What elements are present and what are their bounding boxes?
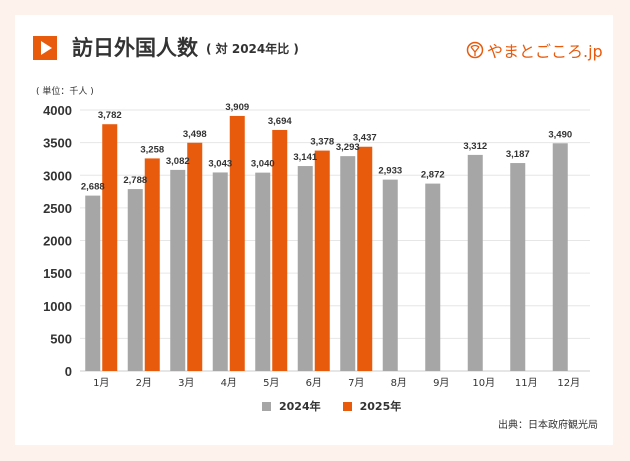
- x-tick-label: 2月: [136, 377, 152, 389]
- x-tick-label: 4月: [221, 377, 237, 389]
- bar-2024年: [127, 189, 143, 371]
- unit-label: ( 単位：千人 ): [36, 87, 94, 97]
- bar-2024年: [255, 172, 271, 371]
- y-tick-label: 2500: [43, 201, 72, 216]
- bar-2024年: [425, 183, 441, 371]
- data-label: 2,688: [81, 182, 105, 193]
- y-tick-label: 0: [65, 364, 72, 379]
- y-tick-label: 3500: [43, 136, 72, 151]
- data-label: 3,378: [310, 137, 334, 148]
- legend-item-2025: 2025年: [342, 398, 401, 414]
- bar-2024年: [297, 166, 313, 371]
- bar-2025年: [229, 115, 245, 372]
- data-label: 3,437: [353, 133, 377, 144]
- data-label: 3,141: [293, 152, 317, 163]
- x-tick-label: 5月: [263, 377, 279, 389]
- y-tick-label: 4000: [43, 103, 72, 118]
- data-label: 3,040: [251, 159, 275, 170]
- play-icon: [33, 36, 57, 60]
- bar-2025年: [144, 158, 160, 371]
- x-tick-label: 7月: [348, 377, 364, 389]
- chart-title: 訪日外国人数: [72, 36, 198, 60]
- data-label: 3,187: [506, 149, 530, 160]
- bar-2024年: [467, 154, 483, 371]
- x-tick-label: 8月: [391, 377, 407, 389]
- x-tick-label: 11月: [515, 377, 538, 389]
- data-label: 3,258: [140, 144, 164, 155]
- data-label: 3,694: [268, 116, 292, 127]
- bar-2024年: [340, 156, 356, 371]
- bar-2025年: [357, 146, 373, 371]
- data-label: 2,872: [421, 170, 445, 181]
- data-label: 2,788: [123, 175, 147, 186]
- legend: 2024年 2025年: [262, 398, 401, 414]
- bar-2024年: [552, 143, 568, 371]
- chart-subtitle: ( 対 2024年比 ): [206, 42, 299, 56]
- x-tick-label: 6月: [306, 377, 322, 389]
- x-tick-label: 3月: [178, 377, 194, 389]
- bar-2025年: [272, 129, 288, 371]
- data-label: 3,312: [463, 141, 487, 152]
- data-label: 3,490: [548, 129, 572, 140]
- bar-2025年: [314, 150, 330, 371]
- bar-2024年: [510, 163, 526, 371]
- y-tick-label: 1500: [43, 266, 72, 281]
- data-label: 2,933: [378, 166, 402, 177]
- legend-item-2024: 2024年: [262, 398, 321, 414]
- logo-text: やまとごころ.jp: [487, 42, 603, 61]
- x-tick-label: 1月: [93, 377, 109, 389]
- bar-2024年: [170, 169, 186, 371]
- source-note: 出典：日本政府観光局: [498, 420, 598, 431]
- y-tick-label: 3000: [43, 168, 72, 183]
- bar-2024年: [85, 195, 101, 371]
- logo: やまとごころ.jp: [466, 38, 603, 62]
- x-tick-label: 9月: [433, 377, 449, 389]
- data-label: 3,082: [166, 156, 190, 167]
- data-label: 3,293: [336, 142, 360, 153]
- x-tick-label: 12月: [557, 377, 580, 389]
- logo-icon: [466, 41, 484, 59]
- data-label: 3,498: [183, 129, 207, 140]
- bar-2024年: [382, 179, 398, 371]
- data-label: 3,909: [225, 102, 249, 113]
- data-label: 3,043: [208, 158, 232, 169]
- data-label: 3,782: [98, 110, 122, 121]
- y-tick-label: 500: [50, 331, 72, 346]
- bar-2025年: [102, 124, 118, 371]
- bar-2024年: [212, 172, 228, 371]
- bar-2025年: [187, 142, 203, 371]
- y-tick-label: 1000: [43, 299, 72, 314]
- y-tick-label: 2000: [43, 234, 72, 249]
- x-tick-label: 10月: [472, 377, 495, 389]
